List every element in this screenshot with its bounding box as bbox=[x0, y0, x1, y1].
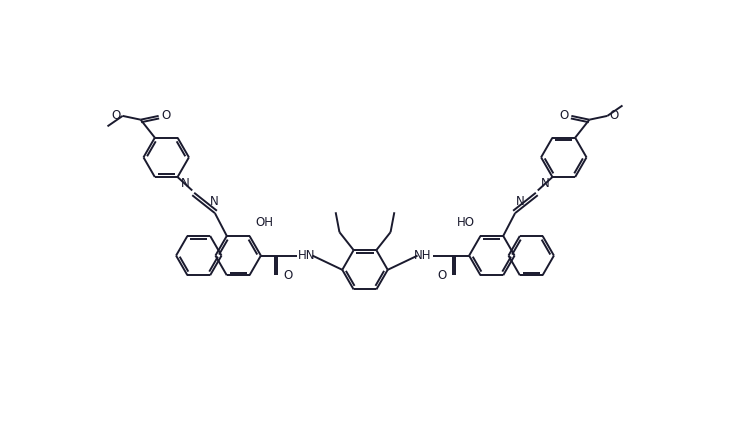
Text: O: O bbox=[610, 109, 619, 122]
Text: OH: OH bbox=[255, 216, 273, 229]
Text: N: N bbox=[541, 176, 550, 190]
Text: N: N bbox=[210, 195, 218, 207]
Text: O: O bbox=[559, 109, 569, 122]
Text: O: O bbox=[111, 109, 120, 122]
Text: HO: HO bbox=[457, 216, 475, 229]
Text: N: N bbox=[516, 195, 525, 207]
Text: O: O bbox=[283, 269, 292, 282]
Text: HN: HN bbox=[299, 249, 316, 262]
Text: N: N bbox=[180, 176, 189, 190]
Text: O: O bbox=[161, 109, 171, 122]
Text: O: O bbox=[438, 269, 447, 282]
Text: NH: NH bbox=[414, 249, 431, 262]
